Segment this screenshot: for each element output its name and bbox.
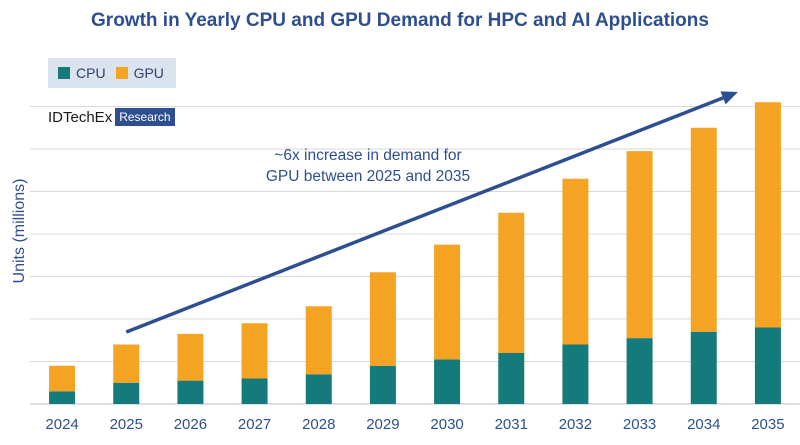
bar-cpu-2031 — [498, 353, 525, 404]
bar-cpu-2030 — [434, 359, 461, 404]
bar-gpu-2024 — [49, 365, 76, 392]
annotation-line-2: GPU between 2025 and 2035 — [265, 168, 471, 185]
idtechex-logo: IDTechEx Research — [48, 108, 175, 126]
legend-swatch-cpu — [58, 67, 70, 79]
x-tick-label: 2031 — [495, 416, 528, 433]
legend-item-gpu: GPU — [115, 65, 164, 81]
bar-cpu-2035 — [754, 327, 781, 404]
x-tick-label: 2028 — [302, 416, 335, 433]
bar-cpu-2027 — [241, 378, 268, 404]
annotation-line-1: ~6x increase in demand for — [274, 147, 462, 164]
y-axis-label: Units (millions) — [11, 178, 28, 284]
bar-gpu-2034 — [690, 127, 717, 332]
bar-cpu-2032 — [562, 344, 589, 404]
bar-cpu-2028 — [305, 374, 332, 404]
bar-gpu-2026 — [177, 333, 204, 381]
bar-cpu-2033 — [626, 338, 653, 404]
growth-annotation: ~6x increase in demand for GPU between 2… — [258, 145, 478, 187]
trend-arrow-head — [720, 91, 738, 105]
legend-label-gpu: GPU — [133, 65, 164, 81]
bar-cpu-2034 — [690, 331, 717, 404]
x-tick-label: 2025 — [110, 416, 143, 433]
bar-gpu-2030 — [434, 244, 461, 360]
logo-name: IDTechEx — [48, 108, 113, 126]
bar-gpu-2029 — [369, 272, 396, 366]
logo-tag: Research — [115, 108, 175, 126]
legend: CPU GPU — [48, 58, 176, 88]
chart-title: Growth in Yearly CPU and GPU Demand for … — [91, 10, 709, 31]
bar-cpu-2026 — [177, 380, 204, 404]
x-tick-label: 2029 — [366, 416, 399, 433]
bar-gpu-2027 — [241, 323, 268, 379]
legend-swatch-gpu — [115, 67, 128, 79]
bar-cpu-2029 — [369, 365, 396, 404]
bar-gpu-2035 — [754, 102, 781, 328]
bar-gpu-2031 — [498, 212, 525, 353]
trend-arrow-line — [125, 96, 724, 334]
legend-item-cpu: CPU — [58, 65, 106, 81]
bar-cpu-2024 — [49, 391, 76, 404]
bar-gpu-2033 — [626, 151, 653, 339]
legend-label-cpu: CPU — [76, 65, 106, 81]
x-tick-label: 2035 — [751, 416, 784, 433]
x-tick-label: 2033 — [623, 416, 656, 433]
bar-gpu-2025 — [113, 344, 140, 383]
x-tick-label: 2024 — [45, 416, 78, 433]
x-tick-label: 2027 — [238, 416, 271, 433]
x-tick-label: 2030 — [430, 416, 463, 433]
x-tick-label: 2034 — [687, 416, 720, 433]
x-tick-label: 2032 — [559, 416, 592, 433]
bar-cpu-2025 — [113, 382, 140, 404]
bar-gpu-2028 — [305, 306, 332, 375]
x-tick-label: 2026 — [174, 416, 207, 433]
bar-gpu-2032 — [562, 178, 589, 345]
